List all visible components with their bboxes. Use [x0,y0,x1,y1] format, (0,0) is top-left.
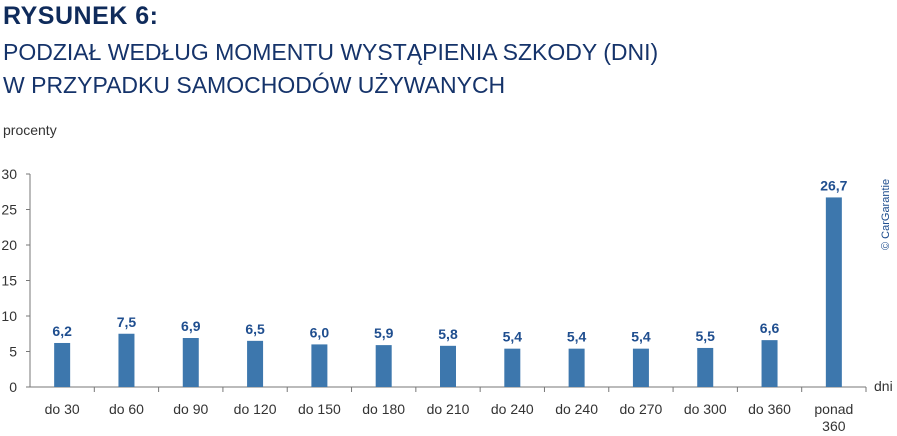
x-axis-label: dni [874,378,893,394]
chart-title: PODZIAŁ WEDŁUG MOMENTU WYSTĄPIENIA SZKOD… [3,36,658,102]
title-line: PODZIAŁ WEDŁUG MOMENTU WYSTĄPIENIA SZKOD… [3,39,659,65]
y-tick-label: 0 [9,379,17,395]
y-axis-label: procenty [3,122,57,138]
bar [311,344,328,387]
bar [375,345,392,387]
data-label: 6,0 [310,324,330,340]
x-tick-label: do 240 [555,401,598,417]
x-tick-label: do 150 [298,401,341,417]
x-tick-label: do 210 [427,401,470,417]
y-tick-label: 5 [9,344,17,360]
x-tick-label: do 30 [45,401,80,417]
y-tick-label: 15 [1,273,17,289]
x-tick-label: do 240 [491,401,534,417]
x-tick-label: do 180 [362,401,405,417]
x-tick-label: ponad [814,401,853,417]
data-label: 5,5 [695,328,715,344]
data-label: 6,5 [245,321,265,337]
data-label: 5,9 [374,325,394,341]
bar [247,340,264,387]
bar [632,348,649,387]
x-tick-label: do 300 [684,401,727,417]
bar [825,197,842,387]
bar [54,342,71,387]
bar [568,348,585,387]
x-tick-label: do 120 [234,401,277,417]
bar [182,338,199,387]
data-label: 6,9 [181,318,201,334]
y-tick-label: 30 [1,166,17,182]
data-label: 6,2 [52,323,72,339]
y-tick-label: 25 [1,202,17,218]
title-line: W PRZYPADKU SAMOCHODÓW UŻYWANYCH [3,72,506,98]
data-label: 5,4 [567,329,587,345]
data-label: 5,4 [631,329,651,345]
data-label: 5,4 [503,329,523,345]
y-tick-label: 20 [1,237,17,253]
data-label: 7,5 [117,314,137,330]
figure-number: RYSUNEK 6: [3,2,159,30]
x-tick-label: do 360 [748,401,791,417]
bar [697,347,714,387]
x-tick-label: do 60 [109,401,144,417]
x-tick-label: do 90 [173,401,208,417]
data-label: 26,7 [820,177,847,193]
data-label: 6,6 [760,320,780,336]
bar [440,345,456,387]
bar [761,340,778,387]
bar [118,333,135,387]
data-label: 5,8 [438,326,458,342]
y-tick-label: 10 [1,308,17,324]
x-tick-label: 360 [822,418,846,434]
bar [504,348,521,387]
x-tick-label: do 270 [620,401,663,417]
